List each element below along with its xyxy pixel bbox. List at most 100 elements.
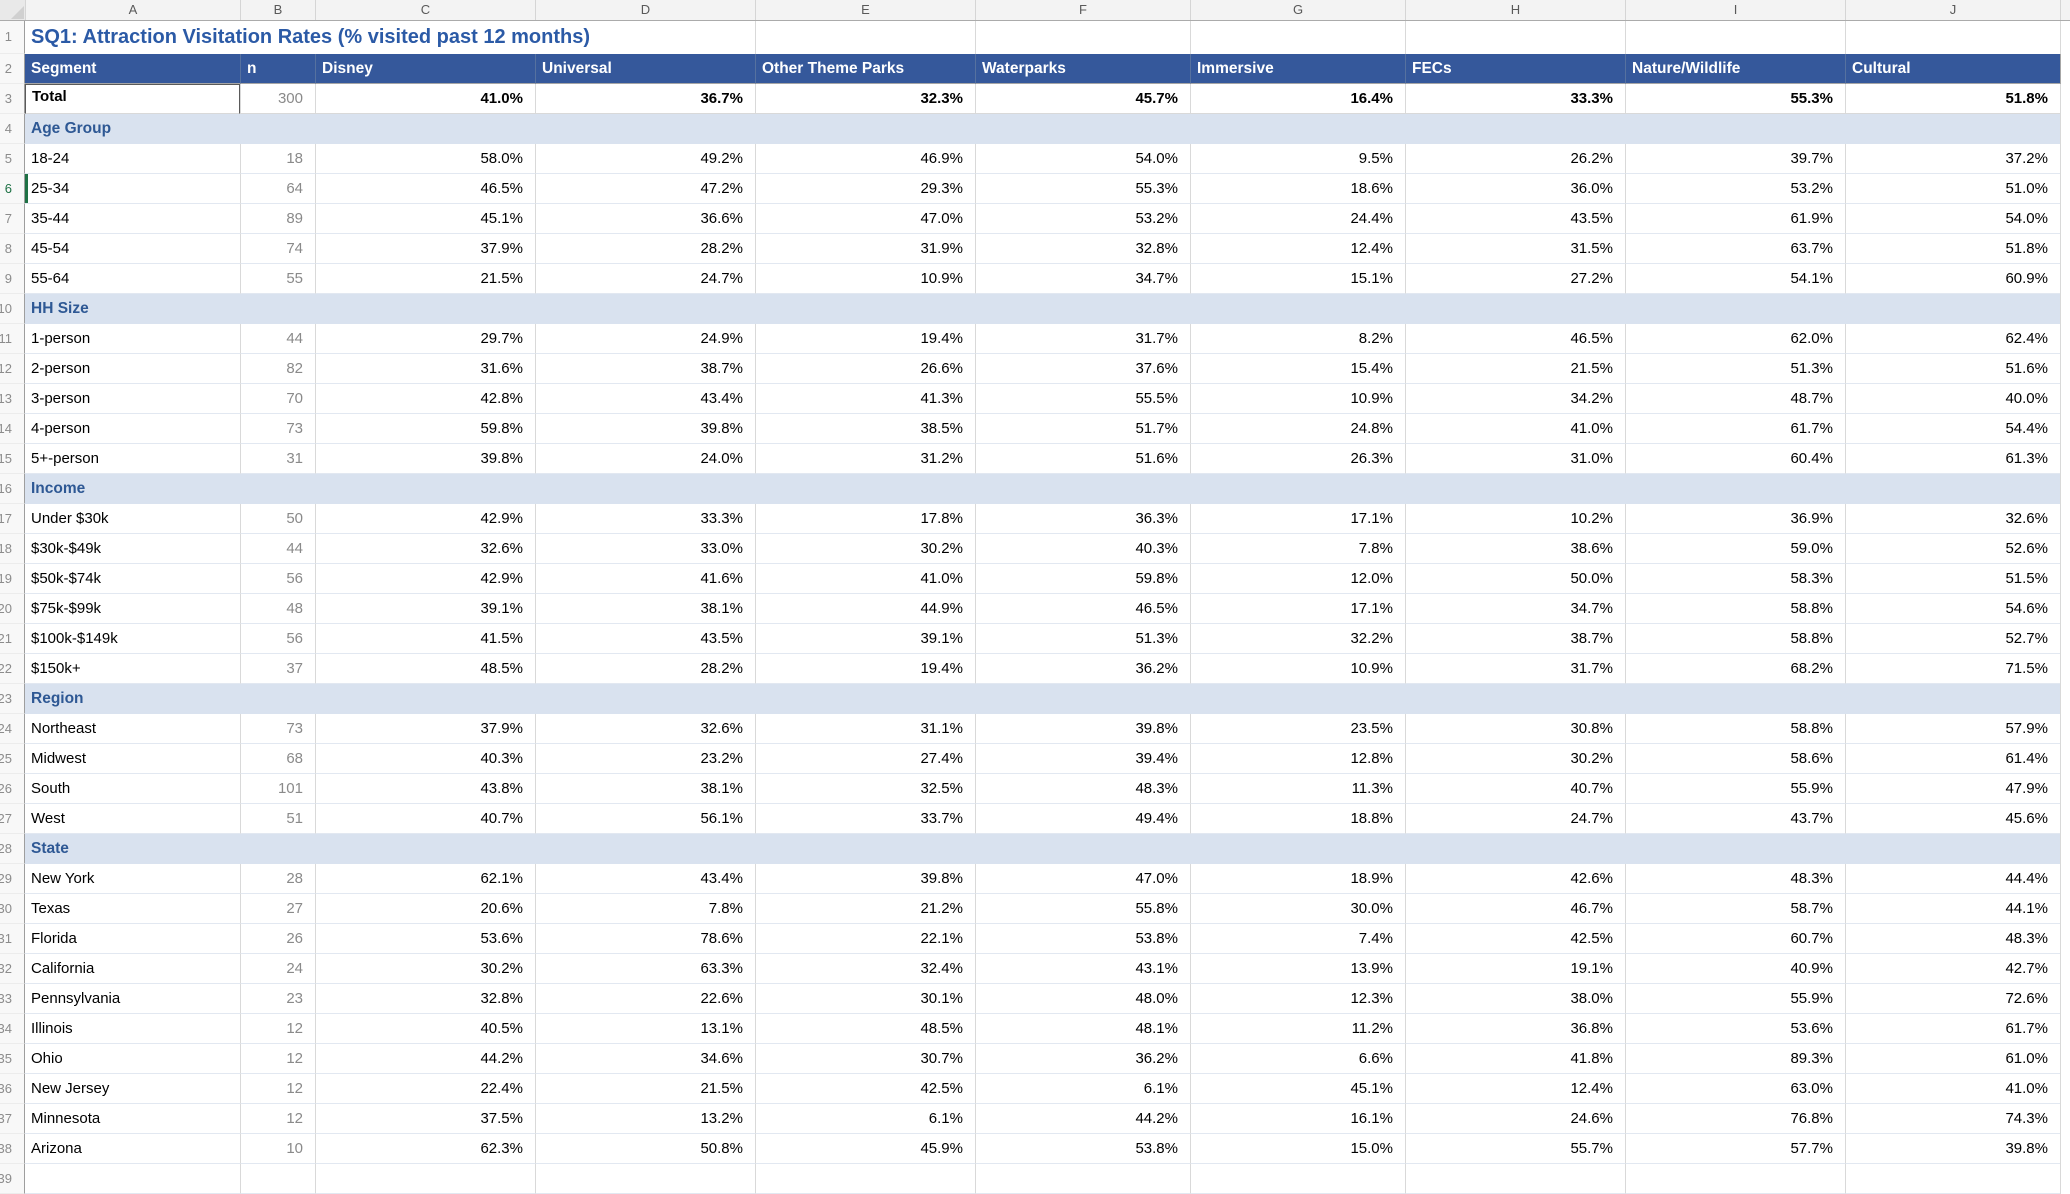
value-cell[interactable]: 33.0% bbox=[535, 534, 755, 564]
value-cell[interactable]: 21.5% bbox=[535, 1074, 755, 1104]
value-cell[interactable]: 61.7% bbox=[1625, 414, 1845, 444]
segment-cell[interactable]: New York bbox=[25, 864, 240, 894]
value-cell[interactable]: 34.7% bbox=[1405, 594, 1625, 624]
row-number[interactable]: 37 bbox=[0, 1104, 25, 1134]
row-number[interactable]: 9 bbox=[0, 264, 25, 294]
value-cell[interactable]: 26.6% bbox=[755, 354, 975, 384]
row-number[interactable]: 18 bbox=[0, 534, 25, 564]
value-cell[interactable]: 57.7% bbox=[1625, 1134, 1845, 1164]
section-header-cell[interactable]: State bbox=[25, 834, 2060, 864]
value-cell[interactable]: 37.2% bbox=[1845, 144, 2060, 174]
value-cell[interactable]: 53.8% bbox=[975, 1134, 1190, 1164]
column-letter-D[interactable]: D bbox=[535, 0, 755, 20]
value-cell[interactable]: 24.8% bbox=[1190, 414, 1405, 444]
value-cell[interactable]: 16.1% bbox=[1190, 1104, 1405, 1134]
value-cell[interactable] bbox=[975, 1164, 1190, 1194]
value-cell[interactable]: 13.1% bbox=[535, 1014, 755, 1044]
value-cell[interactable]: 17.1% bbox=[1190, 594, 1405, 624]
column-letter-E[interactable]: E bbox=[755, 0, 975, 20]
segment-cell[interactable]: Ohio bbox=[25, 1044, 240, 1074]
value-cell[interactable]: 52.7% bbox=[1845, 624, 2060, 654]
value-cell[interactable]: 39.8% bbox=[315, 444, 535, 474]
empty-cell[interactable] bbox=[1845, 21, 2060, 54]
value-cell[interactable]: 23.2% bbox=[535, 744, 755, 774]
segment-cell[interactable]: West bbox=[25, 804, 240, 834]
value-cell[interactable]: 28.2% bbox=[535, 654, 755, 684]
segment-cell[interactable]: Arizona bbox=[25, 1134, 240, 1164]
n-cell[interactable]: 89 bbox=[240, 204, 315, 234]
segment-cell[interactable]: $50k-$74k bbox=[25, 564, 240, 594]
value-cell[interactable]: 43.7% bbox=[1625, 804, 1845, 834]
value-cell[interactable]: 48.3% bbox=[1625, 864, 1845, 894]
n-cell[interactable]: 26 bbox=[240, 924, 315, 954]
value-cell[interactable] bbox=[755, 1164, 975, 1194]
row-number[interactable]: 6 bbox=[0, 174, 25, 204]
segment-cell[interactable]: Northeast bbox=[25, 714, 240, 744]
row-number[interactable]: 25 bbox=[0, 744, 25, 774]
value-cell[interactable]: 38.1% bbox=[535, 774, 755, 804]
value-cell[interactable]: 32.8% bbox=[315, 984, 535, 1014]
value-cell[interactable]: 31.5% bbox=[1405, 234, 1625, 264]
n-cell[interactable] bbox=[240, 1164, 315, 1194]
value-cell[interactable]: 31.9% bbox=[755, 234, 975, 264]
value-cell[interactable]: 34.6% bbox=[535, 1044, 755, 1074]
select-all-corner[interactable] bbox=[0, 0, 25, 20]
value-cell[interactable]: 31.7% bbox=[975, 324, 1190, 354]
value-cell[interactable]: 54.6% bbox=[1845, 594, 2060, 624]
value-cell[interactable]: 10.9% bbox=[755, 264, 975, 294]
n-cell[interactable]: 31 bbox=[240, 444, 315, 474]
value-cell[interactable]: 32.8% bbox=[975, 234, 1190, 264]
value-cell[interactable]: 6.6% bbox=[1190, 1044, 1405, 1074]
segment-cell[interactable]: 18-24 bbox=[25, 144, 240, 174]
n-cell[interactable]: 12 bbox=[240, 1044, 315, 1074]
value-cell[interactable]: 36.2% bbox=[975, 654, 1190, 684]
value-cell[interactable]: 51.7% bbox=[975, 414, 1190, 444]
column-letter-F[interactable]: F bbox=[975, 0, 1190, 20]
section-header-cell[interactable]: Region bbox=[25, 684, 2060, 714]
value-cell[interactable]: 36.7% bbox=[535, 84, 755, 114]
value-cell[interactable]: 42.9% bbox=[315, 564, 535, 594]
value-cell[interactable]: 24.7% bbox=[535, 264, 755, 294]
value-cell[interactable]: 42.5% bbox=[755, 1074, 975, 1104]
value-cell[interactable]: 39.1% bbox=[755, 624, 975, 654]
value-cell[interactable]: 30.2% bbox=[315, 954, 535, 984]
segment-cell[interactable]: Texas bbox=[25, 894, 240, 924]
n-cell[interactable]: 18 bbox=[240, 144, 315, 174]
value-cell[interactable]: 41.6% bbox=[535, 564, 755, 594]
row-number[interactable]: 19 bbox=[0, 564, 25, 594]
value-cell[interactable]: 47.0% bbox=[975, 864, 1190, 894]
value-cell[interactable] bbox=[315, 1164, 535, 1194]
value-cell[interactable]: 60.9% bbox=[1845, 264, 2060, 294]
value-cell[interactable]: 12.4% bbox=[1405, 1074, 1625, 1104]
value-cell[interactable]: 19.1% bbox=[1405, 954, 1625, 984]
value-cell[interactable]: 61.3% bbox=[1845, 444, 2060, 474]
value-cell[interactable]: 10.9% bbox=[1190, 384, 1405, 414]
value-cell[interactable]: 40.7% bbox=[315, 804, 535, 834]
n-cell[interactable]: 12 bbox=[240, 1014, 315, 1044]
value-cell[interactable]: 59.8% bbox=[975, 564, 1190, 594]
segment-cell[interactable]: 25-34 bbox=[25, 174, 240, 204]
header-cell-disney[interactable]: Disney bbox=[315, 54, 535, 84]
value-cell[interactable]: 44.4% bbox=[1845, 864, 2060, 894]
value-cell[interactable]: 47.0% bbox=[755, 204, 975, 234]
value-cell[interactable]: 43.8% bbox=[315, 774, 535, 804]
value-cell[interactable]: 24.9% bbox=[535, 324, 755, 354]
value-cell[interactable]: 54.1% bbox=[1625, 264, 1845, 294]
value-cell[interactable]: 15.1% bbox=[1190, 264, 1405, 294]
segment-cell[interactable]: New Jersey bbox=[25, 1074, 240, 1104]
value-cell[interactable]: 58.8% bbox=[1625, 714, 1845, 744]
value-cell[interactable]: 24.7% bbox=[1405, 804, 1625, 834]
value-cell[interactable]: 13.2% bbox=[535, 1104, 755, 1134]
row-number[interactable]: 13 bbox=[0, 384, 25, 414]
value-cell[interactable]: 40.0% bbox=[1845, 384, 2060, 414]
value-cell[interactable]: 53.2% bbox=[1625, 174, 1845, 204]
value-cell[interactable]: 50.8% bbox=[535, 1134, 755, 1164]
value-cell[interactable]: 12.0% bbox=[1190, 564, 1405, 594]
value-cell[interactable]: 38.0% bbox=[1405, 984, 1625, 1014]
value-cell[interactable]: 41.3% bbox=[755, 384, 975, 414]
value-cell[interactable]: 39.8% bbox=[755, 864, 975, 894]
value-cell[interactable]: 58.6% bbox=[1625, 744, 1845, 774]
value-cell[interactable]: 45.7% bbox=[975, 84, 1190, 114]
segment-cell[interactable]: 3-person bbox=[25, 384, 240, 414]
segment-cell[interactable]: South bbox=[25, 774, 240, 804]
